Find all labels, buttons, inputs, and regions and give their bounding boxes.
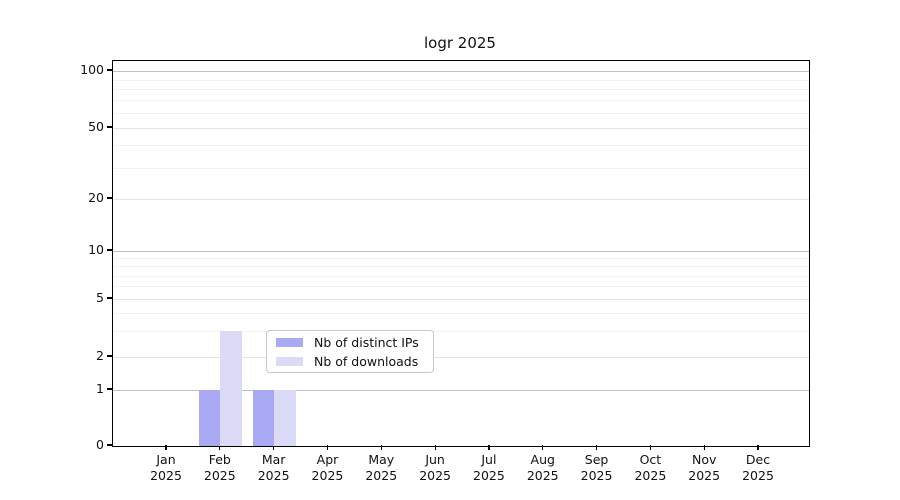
plot-area bbox=[112, 60, 810, 447]
x-tick-month: Apr bbox=[316, 452, 339, 467]
y-tick-mark bbox=[107, 388, 112, 390]
y-tick-label: 100 bbox=[80, 62, 104, 77]
gridline bbox=[113, 356, 809, 358]
x-tick-year: 2025 bbox=[634, 468, 667, 483]
y-tick-mark bbox=[107, 197, 112, 199]
x-tick-label: Jul 2025 bbox=[457, 452, 521, 484]
gridline-minor bbox=[113, 266, 809, 268]
y-tick-mark bbox=[107, 69, 112, 71]
gridline bbox=[113, 250, 809, 252]
x-tick-month: Dec bbox=[745, 452, 771, 467]
gridline-minor bbox=[113, 145, 809, 147]
y-tick-mark bbox=[107, 297, 112, 299]
legend-label: Nb of distinct IPs bbox=[314, 334, 419, 350]
x-tick-mark bbox=[703, 445, 705, 450]
legend-label: Nb of downloads bbox=[314, 353, 419, 369]
x-tick-month: Aug bbox=[530, 452, 555, 467]
x-tick-label: Apr 2025 bbox=[295, 452, 359, 484]
y-tick-mark bbox=[107, 355, 112, 357]
gridline-minor bbox=[113, 167, 809, 169]
x-tick-year: 2025 bbox=[257, 468, 290, 483]
y-tick-label: 2 bbox=[96, 347, 104, 363]
x-tick-mark bbox=[757, 445, 759, 450]
chart-title: logr 2025 bbox=[424, 34, 496, 52]
x-tick-year: 2025 bbox=[419, 468, 451, 483]
gridline-minor bbox=[113, 275, 809, 277]
x-tick-label: Jan 2025 bbox=[134, 452, 198, 484]
legend-item: Nb of downloads bbox=[267, 353, 433, 370]
gridline-minor bbox=[113, 100, 809, 102]
x-tick-mark bbox=[542, 445, 544, 450]
x-tick-mark bbox=[273, 445, 275, 450]
x-tick-year: 2025 bbox=[311, 468, 344, 483]
x-tick-mark bbox=[434, 445, 436, 450]
x-tick-month: Jan bbox=[156, 452, 176, 467]
bar-downloads bbox=[274, 389, 296, 446]
x-tick-mark bbox=[488, 445, 490, 450]
x-tick-year: 2025 bbox=[580, 468, 613, 483]
x-tick-year: 2025 bbox=[365, 468, 398, 483]
x-tick-label: Mar 2025 bbox=[242, 452, 306, 484]
gridline bbox=[113, 198, 809, 200]
gridline-minor bbox=[113, 89, 809, 91]
x-tick-mark bbox=[649, 445, 651, 450]
x-tick-mark bbox=[380, 445, 382, 450]
x-tick-label: Oct 2025 bbox=[618, 452, 682, 484]
x-tick-year: 2025 bbox=[526, 468, 559, 483]
x-tick-month: Oct bbox=[639, 452, 662, 467]
y-tick-label: 10 bbox=[88, 241, 104, 257]
legend-item: Nb of distinct IPs bbox=[267, 334, 433, 351]
x-tick-year: 2025 bbox=[473, 468, 505, 483]
y-tick-mark bbox=[107, 126, 112, 128]
x-tick-mark bbox=[326, 445, 329, 450]
y-tick-label: 5 bbox=[96, 290, 104, 305]
x-tick-year: 2025 bbox=[203, 468, 236, 483]
x-tick-month: Sep bbox=[584, 452, 609, 467]
legend: Nb of distinct IPs Nb of downloads bbox=[266, 330, 434, 373]
x-tick-label: Aug 2025 bbox=[511, 452, 575, 484]
x-tick-month: Mar bbox=[261, 452, 286, 467]
x-tick-mark bbox=[595, 445, 598, 450]
x-tick-label: Jun 2025 bbox=[403, 452, 467, 484]
gridline-minor bbox=[113, 313, 809, 315]
x-tick-month: Nov bbox=[691, 452, 717, 467]
gridline-minor bbox=[113, 286, 809, 288]
y-tick-mark bbox=[107, 249, 112, 251]
gridline-minor bbox=[113, 113, 809, 114]
x-tick-label: May 2025 bbox=[349, 452, 413, 484]
y-tick-label: 50 bbox=[88, 118, 104, 134]
x-tick-label: Sep 2025 bbox=[565, 452, 629, 484]
bar-distinct-ips bbox=[252, 389, 275, 446]
bar-downloads bbox=[220, 331, 242, 446]
y-tick-label: 0 bbox=[96, 437, 104, 452]
x-tick-month: Feb bbox=[208, 452, 231, 467]
gridline-minor bbox=[113, 258, 809, 260]
gridline bbox=[113, 299, 809, 300]
y-tick-label: 1 bbox=[96, 380, 104, 396]
gridline bbox=[113, 389, 809, 391]
x-tick-label: Nov 2025 bbox=[672, 452, 736, 484]
x-tick-mark bbox=[219, 445, 221, 450]
y-tick-mark bbox=[107, 444, 112, 446]
legend-swatch-downloads bbox=[276, 356, 303, 366]
x-tick-month: Jul bbox=[481, 452, 497, 467]
y-tick-label: 20 bbox=[88, 189, 104, 205]
x-tick-label: Dec 2025 bbox=[726, 452, 790, 484]
gridline bbox=[113, 71, 809, 72]
gridline bbox=[113, 127, 809, 129]
gridline-minor bbox=[113, 331, 809, 333]
gridline-minor bbox=[113, 79, 809, 81]
x-tick-year: 2025 bbox=[688, 468, 721, 483]
bar-distinct-ips bbox=[198, 389, 221, 446]
x-tick-month: May bbox=[368, 452, 395, 467]
legend-swatch-distinct-ips bbox=[276, 337, 303, 347]
x-tick-mark bbox=[165, 445, 167, 450]
x-tick-year: 2025 bbox=[150, 468, 182, 483]
x-tick-year: 2025 bbox=[742, 468, 774, 483]
x-tick-month: Jun bbox=[425, 452, 445, 467]
x-tick-label: Feb 2025 bbox=[188, 452, 252, 484]
